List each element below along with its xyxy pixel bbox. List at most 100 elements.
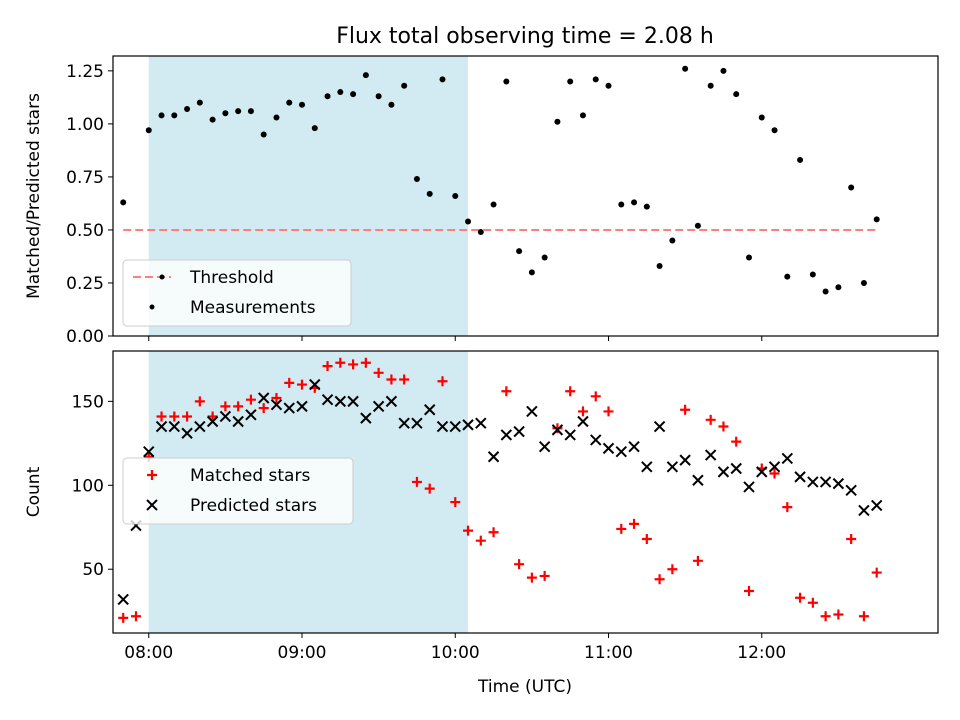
- axes-frame: [112, 55, 939, 337]
- x-tick-label: 08:00: [124, 643, 173, 663]
- measurement-point: [516, 248, 523, 255]
- predicted-star-point: [781, 452, 794, 465]
- measurement-point: [477, 229, 484, 236]
- matched-star-point: [335, 357, 346, 368]
- predicted-star-point: [704, 449, 717, 461]
- predicted-star-point: [628, 440, 640, 453]
- matched-star-point: [322, 361, 333, 372]
- matched-star-point: [220, 401, 231, 412]
- measurement-point: [528, 269, 535, 276]
- matched-star-point: [360, 357, 371, 368]
- matched-star-point: [641, 534, 652, 544]
- matched-star-point: [437, 376, 448, 387]
- measurement-point: [682, 65, 689, 72]
- y-axis-label: Count: [24, 466, 44, 517]
- matched-star-point: [194, 396, 205, 407]
- predicted-star-point: [309, 378, 321, 391]
- predicted-star-point: [500, 429, 513, 441]
- predicted-star-point: [538, 440, 551, 453]
- matched-star-point: [118, 612, 129, 623]
- measurement-point: [196, 99, 203, 106]
- measurement-point: [426, 190, 433, 197]
- predicted-star-point: [181, 427, 193, 439]
- matched-star-point: [411, 476, 422, 487]
- matched-star-point: [629, 518, 640, 529]
- matched-star-point: [271, 393, 282, 403]
- matched-star-point: [475, 535, 486, 546]
- measurement-point: [860, 279, 867, 286]
- measurement-point: [120, 199, 127, 206]
- measurement-point: [618, 201, 625, 208]
- predicted-star-point: [449, 420, 461, 433]
- measurement-point: [707, 82, 714, 89]
- matched-star-point: [182, 411, 193, 422]
- matched-star-point: [590, 391, 601, 402]
- matched-star-point: [207, 411, 218, 422]
- predicted-star-point: [641, 461, 653, 473]
- measurement-point: [567, 78, 574, 85]
- legend-label: Predicted stars: [190, 496, 317, 516]
- matched-star-point: [565, 386, 576, 397]
- measurement-point: [771, 127, 778, 134]
- matched-star-point: [156, 411, 167, 422]
- matched-star-point: [552, 423, 563, 434]
- predicted-star-point: [475, 417, 487, 429]
- predicted-star-point: [679, 454, 691, 466]
- measurement-point: [656, 263, 663, 269]
- predicted-star-point: [436, 420, 449, 433]
- measurement-point: [592, 76, 599, 83]
- measurement-point: [375, 93, 382, 100]
- predicted-star-point: [360, 412, 372, 424]
- measurement-point: [311, 125, 318, 132]
- measurement-point: [235, 108, 242, 115]
- predicted-star-point: [513, 425, 525, 438]
- matched-star-point: [130, 611, 141, 622]
- measurement-point: [758, 114, 765, 121]
- matched-star-point: [795, 592, 806, 603]
- predicted-star-point: [819, 476, 832, 488]
- matched-star-point: [463, 525, 474, 536]
- measurement-point: [745, 254, 752, 261]
- matched-star-point: [169, 411, 180, 422]
- matched-star-point: [667, 564, 678, 575]
- measurement-point: [822, 288, 829, 295]
- matched-star-point: [386, 374, 397, 385]
- matched-star-point: [731, 436, 742, 447]
- measurement-point: [273, 114, 280, 121]
- matched-star-point: [807, 597, 818, 608]
- matched-star-point: [233, 401, 244, 412]
- measurement-point: [720, 67, 727, 74]
- chart-title: Flux total observing time = 2.08 h: [336, 24, 714, 49]
- measurement-point: [145, 127, 152, 134]
- predicted-star-point: [117, 593, 129, 606]
- x-axis-label: Time (UTC): [477, 677, 572, 697]
- measurement-point: [873, 216, 880, 223]
- matched-star-point: [258, 403, 269, 414]
- matched-star-point: [526, 572, 537, 583]
- measurement-point: [362, 72, 369, 79]
- predicted-star-point: [321, 393, 334, 406]
- matched-star-point: [501, 386, 512, 397]
- matched-star-point: [539, 570, 550, 581]
- measurement-point: [797, 156, 804, 163]
- measurement-point: [835, 284, 842, 291]
- predicted-star-point: [845, 484, 857, 497]
- y-tick-label: 1.00: [66, 115, 104, 135]
- predicted-star-point: [283, 402, 295, 414]
- predicted-star-point: [487, 451, 500, 463]
- measurement-point: [260, 131, 267, 138]
- predicted-star-point: [424, 404, 436, 416]
- predicted-star-point: [411, 417, 423, 429]
- legend-label: Measurements: [190, 298, 316, 318]
- matched-star-point: [654, 574, 665, 585]
- predicted-star-point: [564, 429, 576, 441]
- measurement-point: [503, 78, 510, 85]
- measurement-point: [171, 112, 178, 119]
- predicted-star-point: [398, 417, 410, 429]
- predicted-star-point: [590, 434, 602, 446]
- legend-box: [122, 259, 352, 327]
- measurement-point: [413, 176, 420, 183]
- predicted-star-point: [858, 504, 870, 517]
- measurement-point: [669, 237, 676, 244]
